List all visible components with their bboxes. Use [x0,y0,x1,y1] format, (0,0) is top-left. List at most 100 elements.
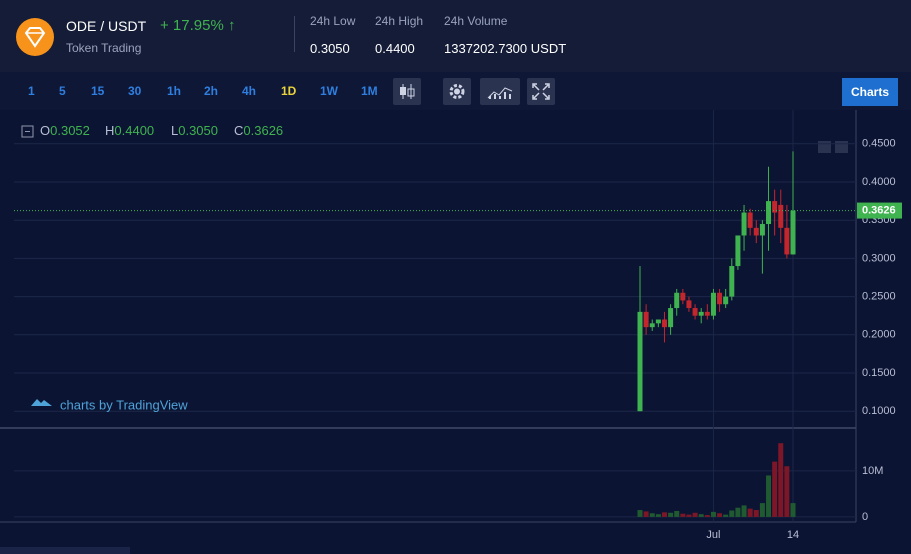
volume-tick-label: 10M [862,465,883,477]
volume-bar [674,510,680,517]
ohlc-key: C [234,123,243,138]
y-tick-label: 0.1000 [862,405,896,417]
interval-button[interactable]: 1 [28,84,35,98]
indicators-icon[interactable] [480,78,520,105]
collapse-icon[interactable] [21,125,34,138]
volume-bar [655,514,661,517]
volume-bar [778,443,784,517]
stat-label: 24h Low [310,14,356,28]
volume-bar [723,514,729,517]
interval-button[interactable]: 1M [361,84,378,98]
ohlc-value: 0.3050 [178,123,218,138]
candle-body [661,319,667,328]
ohlc-key: H [105,123,114,138]
interval-button[interactable]: 1W [320,84,338,98]
change: + 17.95% ↑ [160,17,235,34]
candle-body [668,308,674,328]
subtitle: Token Trading [66,41,142,55]
ohlc-key: O [40,123,50,138]
y-tick-label: 0.4500 [862,138,896,150]
candle-body [637,311,643,412]
ohlc-value: 0.3052 [50,123,90,138]
interval-button[interactable]: 1h [167,84,182,98]
volume-bar [753,510,759,517]
candle-icon[interactable] [393,78,421,105]
candle-body [680,292,686,301]
volume-bar [759,503,765,517]
tv-logo [31,399,52,406]
candle-body [790,210,796,255]
y-tick-label: 0.3000 [862,252,896,264]
stat-value: 0.4400 [375,41,415,56]
volume-bar [686,514,692,517]
candle-body [784,227,790,255]
change-arrow: ↑ [227,17,236,34]
toolbar: 1 5 15 30 1h 2h 4h 1D 1W 1M Charts [0,72,911,112]
volume-bar [668,512,674,517]
logo [16,18,54,56]
pair: ODE / USDT [66,18,147,34]
volume-bar [643,511,649,517]
x-tick-label: Jul [706,529,720,541]
interval-button[interactable]: 2h [204,84,219,98]
last-price-label: 0.3626 [862,204,896,216]
stat-label: 24h High [375,14,424,28]
change-value: + 17.95% [160,17,224,34]
candle-body [643,311,649,328]
candle-body [698,311,704,316]
y-tick-label: 0.1500 [862,367,896,379]
divider [294,16,295,52]
candle-body [735,235,741,267]
y-tick-label: 0.4000 [862,176,896,188]
candle-body [747,212,753,228]
stat-label: 24h Volume [444,14,508,28]
volume-bar [704,515,710,517]
charts-button[interactable]: Charts [842,78,898,106]
candle-body [778,204,784,228]
volume-bar [637,510,643,517]
volume-bar [698,514,704,517]
volume-bar [790,503,796,517]
volume-bar [735,507,741,517]
x-tick-label: 14 [787,529,799,541]
ohlc-legend: O0.3052 [40,123,90,138]
candle-body [766,201,772,225]
ohlc-key: L [171,123,178,138]
candle-body [710,292,716,316]
last-price-box [857,202,902,219]
candle-body [741,212,747,236]
volume-tick-label: 0 [862,511,868,523]
candle-body [723,296,729,305]
y-tick-label: 0.2000 [862,329,896,341]
fullscreen-icon[interactable] [527,78,555,105]
chart: 0.10000.15000.20000.25000.30000.35000.40… [0,110,911,554]
volume-bar [680,513,686,517]
ohlc-value: 0.4400 [114,123,154,138]
ohlc-value: 0.3626 [243,123,283,138]
ohlc-legend: H0.4400 [105,123,154,138]
volume-bar [784,466,790,517]
settings-icon[interactable] [443,78,471,105]
volume-bar [649,513,655,517]
volume-bar [661,512,667,517]
interval-button[interactable]: 30 [128,84,142,98]
volume-bar [747,508,753,517]
volume-bar [766,475,772,517]
stat-value: 1337202.7300 USDT [444,41,567,56]
candle-body [692,308,698,316]
ohlc-legend: C0.3626 [234,123,283,138]
volume-bar [710,511,716,517]
candle-body [686,300,692,309]
interval-button[interactable]: 5 [59,84,66,98]
volume-bar [692,512,698,517]
interval-button[interactable]: 4h [242,84,257,98]
candle-body [704,311,710,316]
volume-bar [717,513,723,517]
interval-button[interactable]: 15 [91,84,105,98]
watermark: charts by TradingView [60,397,188,412]
candle-body [649,323,655,328]
volume-bar [729,510,735,517]
y-tick-label: 0.2500 [862,290,896,302]
interval-button[interactable]: 1D [281,84,297,98]
